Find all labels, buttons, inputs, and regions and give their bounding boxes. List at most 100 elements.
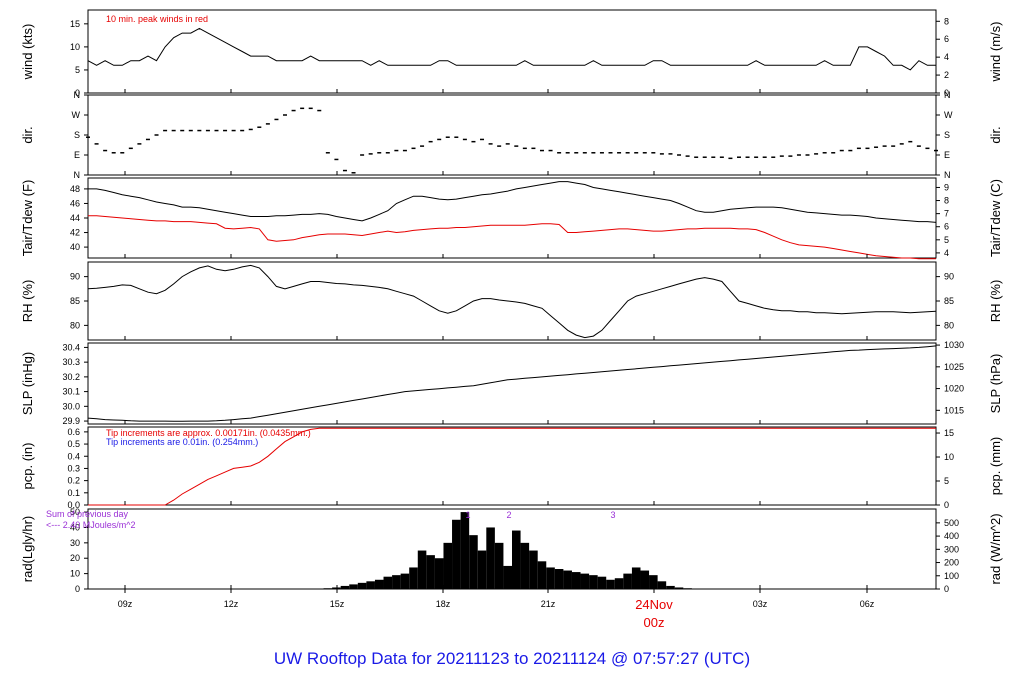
data-bar: [392, 575, 401, 589]
x-axis: 09z 12z 15z 18z 21z 24Nov 00z 03z 06z: [118, 89, 875, 630]
data-bar: [589, 575, 598, 589]
data-bar: [683, 588, 692, 589]
y-tick-label-right: 4: [944, 52, 949, 62]
rad-sum-note: Sum of previous day: [46, 509, 129, 519]
y-tick-label-right: 7: [944, 209, 949, 219]
data-bar: [571, 572, 581, 589]
y-tick-label: N: [74, 170, 81, 180]
y-tick-label: 5: [75, 65, 80, 75]
y-tick-label-right: E: [944, 150, 950, 160]
y-axis-label: RH (%): [20, 280, 35, 323]
y-tick-label: 0: [75, 584, 80, 594]
data-bar: [657, 581, 667, 589]
y-tick-label-right: 5: [944, 235, 949, 245]
y-axis-label-right: Tair/Tdew (C): [988, 179, 1003, 257]
y-tick-label-right: 1025: [944, 362, 964, 372]
y-tick-label: 0.6: [67, 427, 80, 437]
y-tick-label: S: [74, 130, 80, 140]
y-tick-label-right: 400: [944, 531, 959, 541]
y-tick-label-right: 200: [944, 558, 959, 568]
y-tick-label: 50: [70, 507, 80, 517]
data-bar: [366, 581, 375, 589]
data-bar: [597, 576, 607, 589]
y-tick-label-right: 500: [944, 518, 959, 528]
y-tick-label: 0.0: [67, 500, 80, 510]
y-tick-label-right: S: [944, 130, 950, 140]
y-tick-label: 30.1: [62, 387, 80, 397]
data-bar: [649, 575, 658, 589]
y-tick-label: 30.4: [62, 342, 80, 352]
data-bar: [494, 542, 504, 589]
y-axis-label: pcp. (in): [20, 443, 35, 490]
series-line-precip: [88, 427, 936, 506]
series-line-tair: [88, 181, 937, 223]
y-tick-label-right: 5: [944, 476, 949, 486]
data-bar: [417, 550, 427, 589]
data-bar: [554, 569, 564, 589]
y-axis-label-right: rad (W/m^2): [988, 513, 1003, 584]
panel-pcp: pcp. (in) pcp. (mm) 0.0 0.1 0.2 0.3 0.4 0.5 0.6 0…: [20, 426, 1003, 510]
data-bar: [357, 582, 367, 589]
data-bar: [383, 576, 393, 589]
series-line-slp: [87, 345, 937, 422]
data-bar: [374, 579, 384, 589]
data-bar: [631, 567, 641, 589]
rad-marker: 2: [506, 510, 511, 520]
y-tick-label-right: N: [944, 170, 951, 180]
panel-frame: [87, 94, 937, 176]
panel-temp: Tair/Tdew (F) Tair/Tdew (C) 40 42 44 46 48 4 5 6 7…: [20, 177, 1003, 260]
y-tick-label-right: 85: [944, 296, 954, 306]
y-axis-label-right: SLP (hPa): [988, 354, 1003, 414]
tip-note-blue: Tip increments are 0.01in. (0.254mm.): [106, 437, 258, 447]
data-bar: [640, 570, 650, 589]
y-tick-label-right: 9: [944, 182, 949, 192]
x-tick-label: 12z: [224, 599, 239, 609]
y-tick-label: W: [72, 110, 81, 120]
y-tick-label: 30.3: [62, 357, 80, 367]
panel-dir: dir. dir.N NE ES SW WN N: [20, 90, 1003, 180]
data-bar: [340, 585, 350, 589]
y-tick-label: 15: [70, 19, 80, 29]
y-axis-label: rad(Lgly/hr): [20, 516, 35, 582]
data-bar: [503, 565, 512, 589]
data-bar: [443, 542, 453, 589]
series-line-tdew: [88, 215, 936, 260]
data-bar: [486, 527, 495, 589]
y-tick-label-right: 90: [944, 272, 954, 282]
y-tick-label-right: 1015: [944, 405, 964, 415]
data-bar: [460, 512, 470, 589]
x-tick-label: 06z: [860, 599, 875, 609]
y-axis-label-right: pcp. (mm): [988, 437, 1003, 496]
data-bar: [520, 542, 530, 589]
panel-wind: wind (kts) wind (m/s) 0 5 10 15 0 2 4 6 8 10 min. p…: [20, 9, 1003, 98]
x-tick-label: 03z: [753, 599, 768, 609]
y-tick-label-right: 0: [944, 500, 949, 510]
y-tick-label: 0.5: [67, 439, 80, 449]
data-bar: [580, 573, 590, 589]
y-axis-label-right: RH (%): [988, 280, 1003, 323]
y-tick-label-right: 15: [944, 428, 954, 438]
panel-rad: rad(Lgly/hr) rad (W/m^2)01020304050010020…: [20, 507, 1003, 594]
y-axis-label: dir.: [20, 126, 35, 143]
y-tick-label-right: 1030: [944, 340, 964, 350]
rad-sum-value: <--- 2.40 MJoules/m^2: [46, 520, 136, 530]
data-bar: [332, 587, 341, 589]
series-line-rh: [87, 264, 937, 339]
y-tick-label: 20: [70, 553, 80, 563]
tip-note-red: Tip increments are approx. 0.00171in. (0…: [106, 428, 311, 438]
x-tick-label: 18z: [436, 599, 451, 609]
x-tick-label: 09z: [118, 599, 133, 609]
y-tick-label: 46: [70, 198, 80, 208]
y-tick-label-right: 10: [944, 452, 954, 462]
data-bar: [323, 588, 333, 589]
y-tick-label: E: [74, 150, 80, 160]
data-bar: [623, 573, 632, 589]
x-tick-label: 21z: [541, 599, 556, 609]
y-axis-label-right: dir.: [988, 126, 1003, 143]
data-bar: [529, 550, 538, 589]
y-tick-label-right: 1020: [944, 384, 964, 394]
y-tick-label: 10: [70, 569, 80, 579]
rad-marker: 3: [610, 510, 615, 520]
